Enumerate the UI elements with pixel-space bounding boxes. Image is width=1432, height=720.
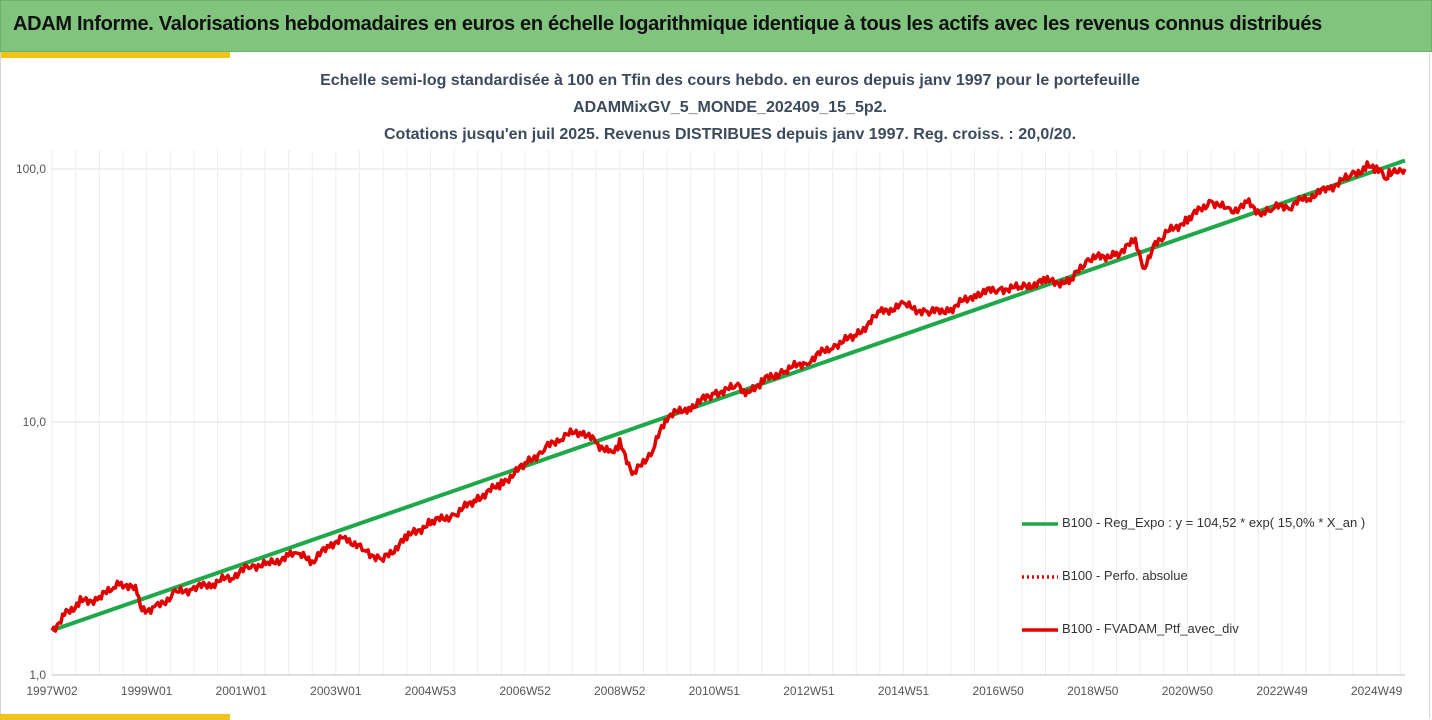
chart-title-line-1: Echelle semi-log standardisée à 100 en T… — [320, 72, 1140, 89]
x-tick-label: 2010W51 — [689, 684, 741, 698]
x-tick-label: 2003W01 — [310, 684, 362, 698]
y-tick-label: 100,0 — [16, 162, 46, 176]
x-tick-label: 2006W52 — [499, 684, 551, 698]
chart-frame — [0, 52, 1430, 718]
chart-title-line-2: ADAMMixGV_5_MONDE_202409_15_5p2. — [573, 99, 887, 116]
legend-markers — [1022, 522, 1058, 632]
chart-title-line-3: Cotations jusqu'en juil 2025. Revenus DI… — [383, 126, 1077, 143]
x-tick-label: 2022W49 — [1256, 684, 1308, 698]
x-tick-label: 2001W01 — [216, 684, 268, 698]
y-tick-label: 1,0 — [29, 668, 46, 682]
x-tick-label: 2004W53 — [405, 684, 457, 698]
title-banner: ADAM Informe. Valorisations hebdomadaire… — [0, 0, 1432, 52]
series-layer — [50, 158, 1407, 633]
y-tick-label: 10,0 — [23, 415, 47, 429]
x-tick-label: 2014W51 — [878, 684, 930, 698]
axis-ticks: 1,0 10,0 100,0 1997W02 1999W01 2001W01 2003W01… — [16, 162, 1403, 698]
x-tick-label: 2018W50 — [1067, 684, 1119, 698]
x-tick-label: 2024W49 — [1351, 684, 1403, 698]
x-tick-label: 2008W52 — [594, 684, 646, 698]
x-tick-label: 1997W02 — [26, 684, 78, 698]
series-line-regression — [51, 158, 1406, 633]
series-line-portfolio — [50, 160, 1407, 633]
x-tick-label: 1999W01 — [121, 684, 173, 698]
legend-entry-regression: B100 - Reg_Expo : y = 104,52 * exp( 15,0… — [1062, 515, 1366, 530]
x-tick-label: 2012W51 — [783, 684, 835, 698]
legend-entry-portfolio: B100 - FVADAM_Ptf_avec_div — [1062, 621, 1239, 636]
legend-entry-perfo-absolue: B100 - Perfo. absolue — [1062, 568, 1188, 583]
x-tick-label: 2020W50 — [1162, 684, 1214, 698]
accent-bar-bottom — [0, 714, 230, 720]
gridlines — [51, 150, 1405, 676]
banner-title: ADAM Informe. Valorisations hebdomadaire… — [13, 13, 1322, 35]
x-tick-label: 2016W50 — [972, 684, 1024, 698]
accent-bar-top — [0, 52, 230, 58]
